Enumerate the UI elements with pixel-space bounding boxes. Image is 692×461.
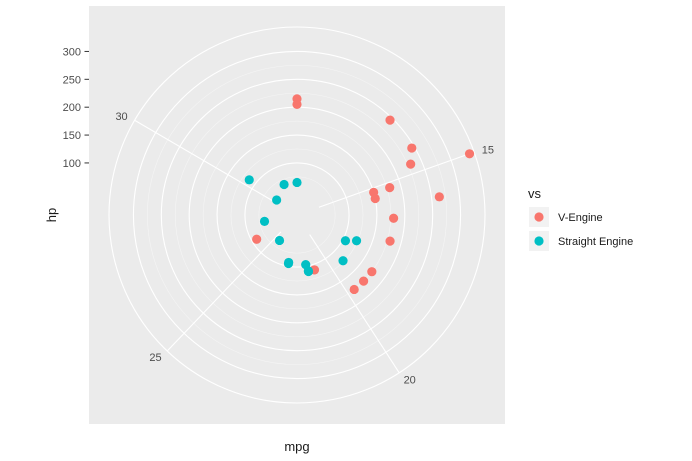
legend-label-straight-engine: Straight Engine <box>558 236 633 248</box>
data-point <box>389 213 399 223</box>
data-point <box>351 236 362 246</box>
legend-marker-straight-engine <box>534 236 544 246</box>
data-point <box>292 177 302 188</box>
data-point <box>349 284 359 295</box>
angle-grid-spoke <box>318 151 475 208</box>
data-point <box>338 256 348 266</box>
major-grid-circle <box>160 78 434 352</box>
angle-tick-labels: 15 20 25 30 <box>115 111 494 386</box>
data-point <box>244 175 254 185</box>
minor-grid-circle <box>174 92 420 338</box>
data-point <box>385 182 395 193</box>
outer-grid-circle <box>108 26 486 404</box>
data-point <box>340 236 351 246</box>
data-point <box>274 235 285 246</box>
radial-tick-label: 300 <box>63 46 81 58</box>
radial-tick-label: 100 <box>63 158 81 170</box>
radial-tick-labels: 100 150 200 250 300 <box>63 46 89 170</box>
major-grid-circle <box>216 134 378 296</box>
radial-tick-label: 250 <box>63 74 81 86</box>
angle-tick-label: 25 <box>149 352 161 364</box>
radial-tick-label: 200 <box>63 102 81 114</box>
x-axis-title: mpg <box>284 439 309 454</box>
data-point <box>272 195 282 205</box>
data-point <box>406 159 416 169</box>
major-grid-circle <box>244 162 350 268</box>
data-point <box>385 115 395 125</box>
data-point <box>434 192 444 202</box>
data-point <box>358 276 369 286</box>
data-point <box>385 236 395 246</box>
legend-label-v-engine: V-Engine <box>558 212 603 224</box>
y-axis-title: hp <box>44 208 59 222</box>
angle-tick-label: 15 <box>482 144 494 156</box>
data-point <box>369 187 379 197</box>
angle-grid-spoke <box>166 231 282 352</box>
minor-grid-circle <box>258 176 336 254</box>
data-point <box>283 258 294 269</box>
legend: vs V-Engine Straight Engine <box>528 186 633 251</box>
data-point <box>407 143 417 153</box>
minor-grid-circle <box>230 148 364 282</box>
data-point <box>464 149 475 159</box>
data-points <box>244 94 475 295</box>
minor-grid-circle <box>147 65 447 365</box>
angle-tick-label: 20 <box>404 374 416 386</box>
data-point <box>303 266 313 276</box>
angle-grid-spoke <box>134 119 278 204</box>
legend-title: vs <box>528 186 542 201</box>
panel-background <box>89 6 505 424</box>
data-point <box>279 179 289 190</box>
legend-marker-v-engine <box>534 212 544 222</box>
data-point <box>292 94 302 104</box>
grid-lines <box>108 26 486 404</box>
data-point <box>259 216 270 226</box>
data-point <box>367 267 377 277</box>
data-point <box>252 234 262 244</box>
major-grid-circle <box>132 50 462 380</box>
angle-tick-label: 30 <box>115 111 127 123</box>
radial-tick-label: 150 <box>63 130 81 142</box>
angle-grid-spoke <box>309 234 400 374</box>
